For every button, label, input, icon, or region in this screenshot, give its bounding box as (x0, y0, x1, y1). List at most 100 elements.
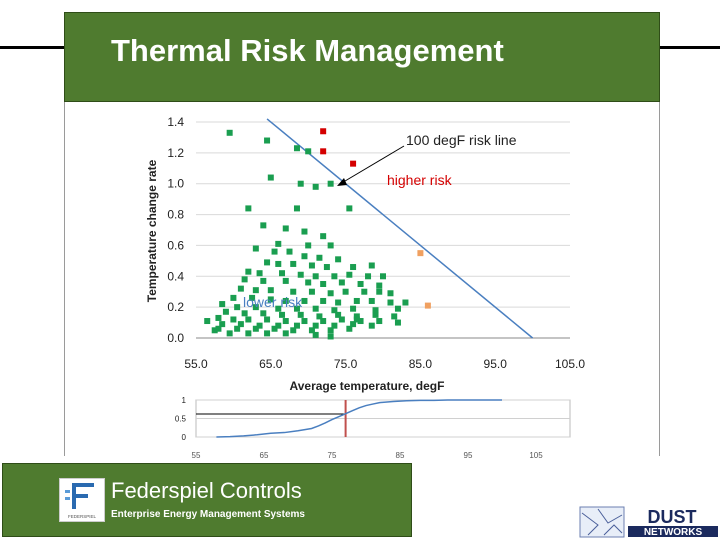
scatter-point-lower-risk (380, 273, 386, 280)
scatter-point-lower-risk (391, 313, 398, 320)
risk-line-arrowhead (337, 178, 347, 186)
scatter-point-lower-risk (394, 319, 401, 326)
scatter-point-lower-risk (320, 281, 327, 287)
scatter-point-lower-risk (260, 277, 267, 284)
scatter-point-lower-risk (331, 307, 338, 314)
cumulative-y-tick-label: 1 (182, 396, 187, 405)
scatter-point-lower-risk (215, 325, 222, 332)
scatter-point-lower-risk (327, 327, 334, 334)
scatter-point-lower-risk (350, 305, 357, 312)
scatter-point-lower-risk (271, 325, 278, 332)
cumulative-x-tick-labels: 55 65 75 85 95 105 (192, 451, 544, 460)
scatter-point-lower-risk (290, 260, 297, 267)
scatter-point-lower-risk (308, 288, 315, 295)
scatter-point-lower-risk (376, 282, 383, 289)
scatter-point-lower-risk (267, 174, 274, 181)
scatter-point-lower-risk (312, 305, 319, 312)
scatter-point-higher-risk (350, 160, 357, 167)
cumulative-curve (216, 399, 502, 438)
scatter-point-lower-risk (361, 288, 368, 295)
risk-line (266, 118, 534, 339)
cumulative-y-tick-label: 0 (182, 433, 187, 442)
scatter-point-lower-risk (282, 330, 289, 337)
scatter-point-lower-risk (215, 314, 222, 321)
dust-logo-bottom-text: NETWORKS (644, 527, 703, 538)
scatter-point-lower-risk (312, 183, 319, 190)
scatter-point-lower-risk (241, 276, 248, 283)
cumulative-x-tick-label: 105 (529, 451, 543, 460)
company-tagline: Enterprise Energy Management Systems (111, 509, 305, 520)
scatter-point-lower-risk (245, 205, 252, 212)
scatter-point-lower-risk (226, 330, 233, 337)
scatter-x-tick-label: 105.0 (555, 357, 585, 371)
scatter-point-lower-risk (275, 305, 282, 312)
scatter-point-lower-risk (290, 288, 297, 295)
scatter-point-lower-risk (241, 310, 248, 317)
scatter-point-lower-risk (282, 297, 289, 304)
cumulative-chart: 00.51 55 65 75 85 95 105 (175, 396, 571, 460)
risk-line-arrow (339, 145, 405, 185)
scatter-y-tick-label: 0.4 (167, 269, 184, 283)
cumulative-x-tick-label: 75 (328, 451, 337, 460)
scatter-x-tick-labels: 55.0 65.0 75.0 85.0 95.0 105.0 (184, 357, 585, 371)
scatter-x-axis-label: Average temperature, degF (290, 379, 445, 393)
scatter-point-lower-risk (256, 270, 263, 277)
scatter-y-tick-label: 0.6 (167, 238, 184, 252)
cumulative-x-tick-label: 95 (464, 451, 473, 460)
scatter-point-lower-risk (245, 316, 252, 323)
scatter-point-lower-risk (301, 228, 308, 235)
scatter-point-lower-risk (293, 205, 300, 212)
scatter-point-lower-risk (305, 279, 312, 286)
scatter-point-lower-risk (365, 273, 372, 280)
scatter-point-lower-risk (305, 242, 312, 249)
scatter-point-lower-risk (301, 297, 308, 304)
scatter-point-lower-risk (264, 316, 271, 323)
scatter-point-lower-risk (372, 311, 379, 318)
scatter-point-lower-risk (312, 273, 319, 280)
scatter-point-lower-risk (297, 311, 304, 318)
scatter-point-lower-risk (320, 318, 327, 325)
scatter-point-lower-risk (252, 325, 259, 332)
scatter-point-higher-risk (320, 148, 327, 155)
scatter-point-lower-risk (338, 316, 345, 323)
scatter-point-lower-risk (245, 330, 252, 337)
cumulative-gridlines (196, 399, 570, 438)
scatter-point-lower-risk (331, 322, 338, 329)
scatter-point-lower-risk (222, 308, 229, 315)
scatter-point-lower-risk (346, 325, 353, 332)
footer-bar: FEDERSPIEL Federspiel Controls Enterpris… (2, 463, 412, 537)
scatter-point-lower-risk (249, 294, 256, 301)
scatter-point-lower-risk (308, 327, 315, 334)
scatter-point-lower-risk (357, 281, 364, 287)
scatter-point-lower-risk (264, 137, 271, 144)
chart-panel (64, 102, 660, 456)
scatter-point-lower-risk (204, 318, 211, 325)
scatter-chart: 0.0 0.2 0.4 0.6 0.8 1.0 1.2 1.4 55.0 65.0 75.0 85.… (145, 115, 585, 393)
scatter-point-lower-risk (275, 322, 282, 329)
scatter-point-lower-risk (368, 297, 375, 304)
scatter-point-lower-risk (335, 299, 342, 306)
scatter-point-lower-risk (338, 279, 345, 286)
scatter-point-lower-risk (353, 313, 360, 320)
scatter-x-tick-label: 65.0 (259, 357, 283, 371)
dust-networks-logo: DUST NETWORKS (579, 506, 718, 538)
scatter-point-lower-risk (252, 245, 259, 252)
dust-logo-top-text: DUST (648, 507, 697, 527)
scatter-point-higher-risk (320, 128, 327, 135)
scatter-points (204, 128, 431, 340)
scatter-point-lower-risk (256, 322, 263, 329)
scatter-point-lower-risk (226, 129, 233, 136)
scatter-point-lower-risk (320, 233, 327, 240)
scatter-point-lower-risk (301, 318, 308, 325)
slide-title: Thermal Risk Management (111, 33, 504, 68)
scatter-point-lower-risk (402, 299, 409, 306)
scatter-point-lower-risk (308, 262, 315, 269)
scatter-point-lower-risk (376, 318, 383, 325)
scatter-point-lower-risk (327, 242, 334, 249)
lower-risk-label: lower risk (243, 294, 303, 310)
scatter-point-lower-risk (211, 327, 218, 334)
scatter-y-tick-labels: 0.0 0.2 0.4 0.6 0.8 1.0 1.2 1.4 (167, 115, 184, 345)
scatter-point-lower-risk (230, 316, 237, 323)
right-header-rule (660, 46, 720, 49)
